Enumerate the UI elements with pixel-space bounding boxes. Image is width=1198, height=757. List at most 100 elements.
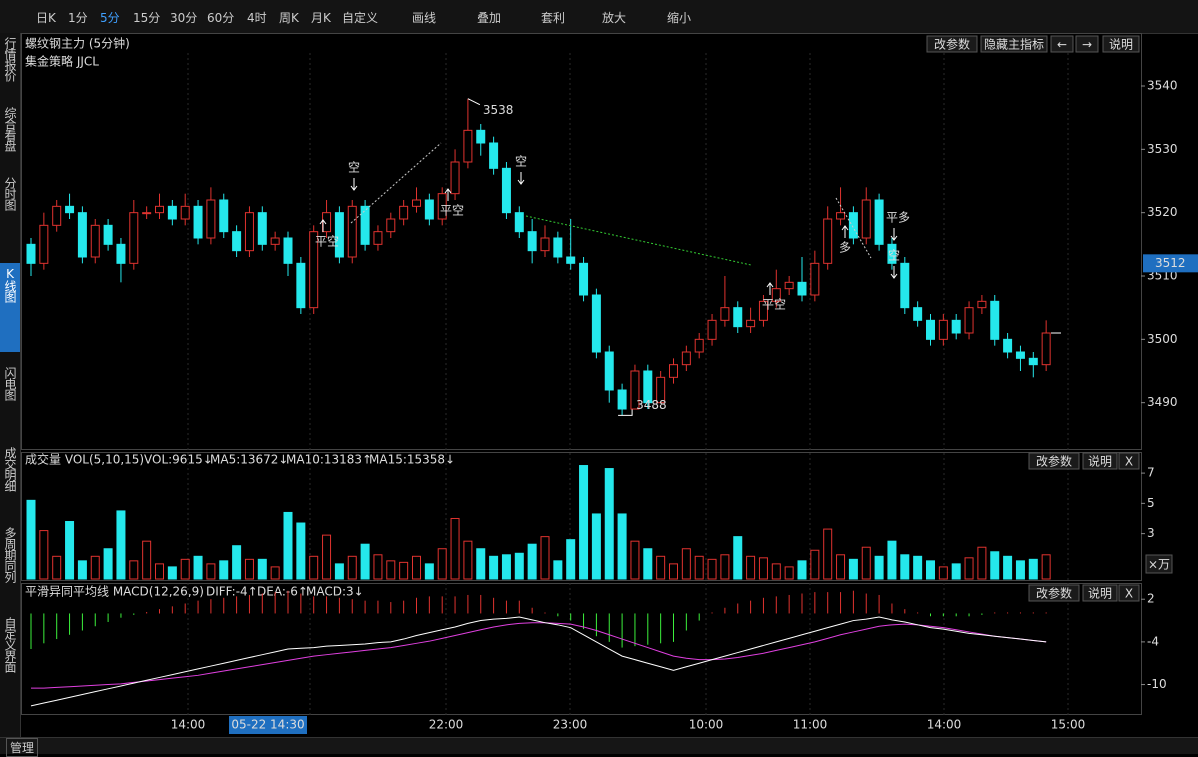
high-label: 3538: [483, 103, 514, 117]
panel-button[interactable]: 改参数: [1036, 454, 1072, 469]
signal-label: 平空: [315, 235, 339, 249]
sidebar-tab[interactable]: 综合看盘: [3, 107, 17, 151]
tool-button[interactable]: 缩小: [667, 11, 692, 25]
tool-button[interactable]: 放大: [602, 11, 627, 25]
sidebar-tab[interactable]: 自定义界面: [3, 617, 17, 672]
period-button[interactable]: 自定义: [342, 11, 379, 25]
sidebar-tab[interactable]: 成交明细: [3, 447, 17, 491]
candle-body: [219, 199, 229, 233]
panel-button[interactable]: X: [1125, 455, 1133, 469]
period-button[interactable]: 日K: [36, 11, 56, 25]
volume-bar: [617, 513, 627, 580]
volume-bar: [373, 554, 383, 580]
signal-label: 空: [888, 249, 900, 263]
volume-bar: [437, 548, 447, 580]
volume-bar: [90, 555, 100, 580]
candle-body: [1041, 332, 1051, 366]
period-button[interactable]: 1分: [68, 11, 88, 25]
candle-body: [347, 205, 357, 258]
volume-bar: [694, 555, 704, 580]
period-button[interactable]: 15分: [133, 11, 161, 25]
period-button[interactable]: 月K: [311, 11, 331, 25]
candle-body: [476, 129, 486, 144]
candle-body: [1003, 338, 1013, 353]
manage-button[interactable]: 管理: [6, 738, 39, 757]
candle-body: [283, 237, 293, 264]
volume-bar: [26, 499, 36, 580]
candle-body: [155, 205, 164, 214]
panel-button[interactable]: ←: [1057, 38, 1067, 52]
volume-bar: [476, 548, 486, 580]
sidebar-tab[interactable]: 闪电图: [3, 367, 17, 400]
footer: 管理: [0, 737, 1198, 757]
volume-bar: [861, 546, 871, 580]
button-frame: [1118, 584, 1140, 602]
candle-body: [244, 212, 254, 252]
volume-bar: [990, 551, 1000, 580]
volume-legend: MA5:13672↓: [210, 453, 288, 467]
panel-button[interactable]: 说明: [1088, 586, 1112, 601]
panel-button[interactable]: X: [1125, 587, 1133, 601]
sidebar-tab[interactable]: 行情报价: [3, 37, 17, 81]
tool-button[interactable]: 套利: [541, 11, 566, 25]
signal-arrow-head: [319, 219, 327, 225]
panel-button[interactable]: 隐藏主指标: [984, 37, 1044, 52]
panel-button[interactable]: 说明: [1088, 454, 1112, 469]
period-button[interactable]: 30分: [170, 11, 198, 25]
candle-body: [900, 262, 910, 309]
unit-frame: [1145, 554, 1173, 574]
volume-bar: [1041, 554, 1051, 580]
period-button[interactable]: 5分: [100, 11, 120, 25]
panel-button[interactable]: 改参数: [1036, 586, 1072, 601]
panel-button[interactable]: →: [1082, 38, 1092, 52]
panel-button[interactable]: 说明: [1109, 37, 1133, 52]
sidebar-tab[interactable]: 多周期同列: [3, 527, 17, 582]
volume-bar: [707, 558, 717, 580]
sidebar-tab[interactable]: K线图: [0, 263, 20, 352]
volume-bar: [347, 555, 357, 580]
candle-body: [232, 231, 242, 252]
candle-body: [707, 319, 717, 340]
volume-bar: [129, 560, 139, 580]
volume-bar: [1015, 560, 1025, 580]
high-pointer: [467, 98, 481, 106]
tool-button[interactable]: 叠加: [477, 11, 502, 25]
period-button[interactable]: 周K: [279, 11, 299, 25]
candle-body: [142, 212, 152, 215]
volume-bar: [669, 563, 678, 580]
volume-bar: [77, 560, 87, 580]
candle-body: [553, 237, 563, 258]
y-tick-label: 3520: [1147, 205, 1178, 219]
sidebar-tab[interactable]: 分时图: [3, 177, 17, 210]
period-button[interactable]: 4时: [247, 11, 267, 25]
candle-body: [784, 281, 794, 290]
candle-body: [399, 205, 409, 220]
volume-bar: [643, 548, 653, 580]
volume-bar: [39, 530, 49, 580]
candle-body: [52, 205, 62, 226]
tool-button[interactable]: 画线: [412, 11, 437, 25]
y-tick-label: 3: [1147, 526, 1155, 540]
macd-title: 平滑异同平均线 MACD(12,26,9): [25, 585, 204, 599]
x-tick-label: 22:00: [429, 718, 464, 732]
signal-arrow-head: [766, 282, 774, 288]
volume-bar: [604, 468, 614, 580]
macd-panel: [21, 583, 1142, 715]
period-button[interactable]: 60分: [207, 11, 235, 25]
candle-body: [373, 231, 383, 245]
volume-bar: [771, 563, 781, 580]
volume-bar: [733, 536, 743, 580]
volume-bar: [823, 528, 833, 580]
candle-body: [669, 364, 678, 378]
volume-bar: [913, 555, 923, 580]
macd-legend: DEA:-6↑: [257, 585, 308, 599]
candle-body: [591, 294, 601, 353]
y-tick-label: -4: [1147, 634, 1159, 648]
panel-button[interactable]: 改参数: [934, 37, 970, 52]
candle-body: [437, 193, 447, 220]
volume-bar: [527, 543, 537, 580]
button-frame: [1050, 35, 1074, 53]
candle-body: [1028, 357, 1038, 366]
candle-body: [848, 212, 858, 239]
candle-body: [116, 243, 126, 264]
